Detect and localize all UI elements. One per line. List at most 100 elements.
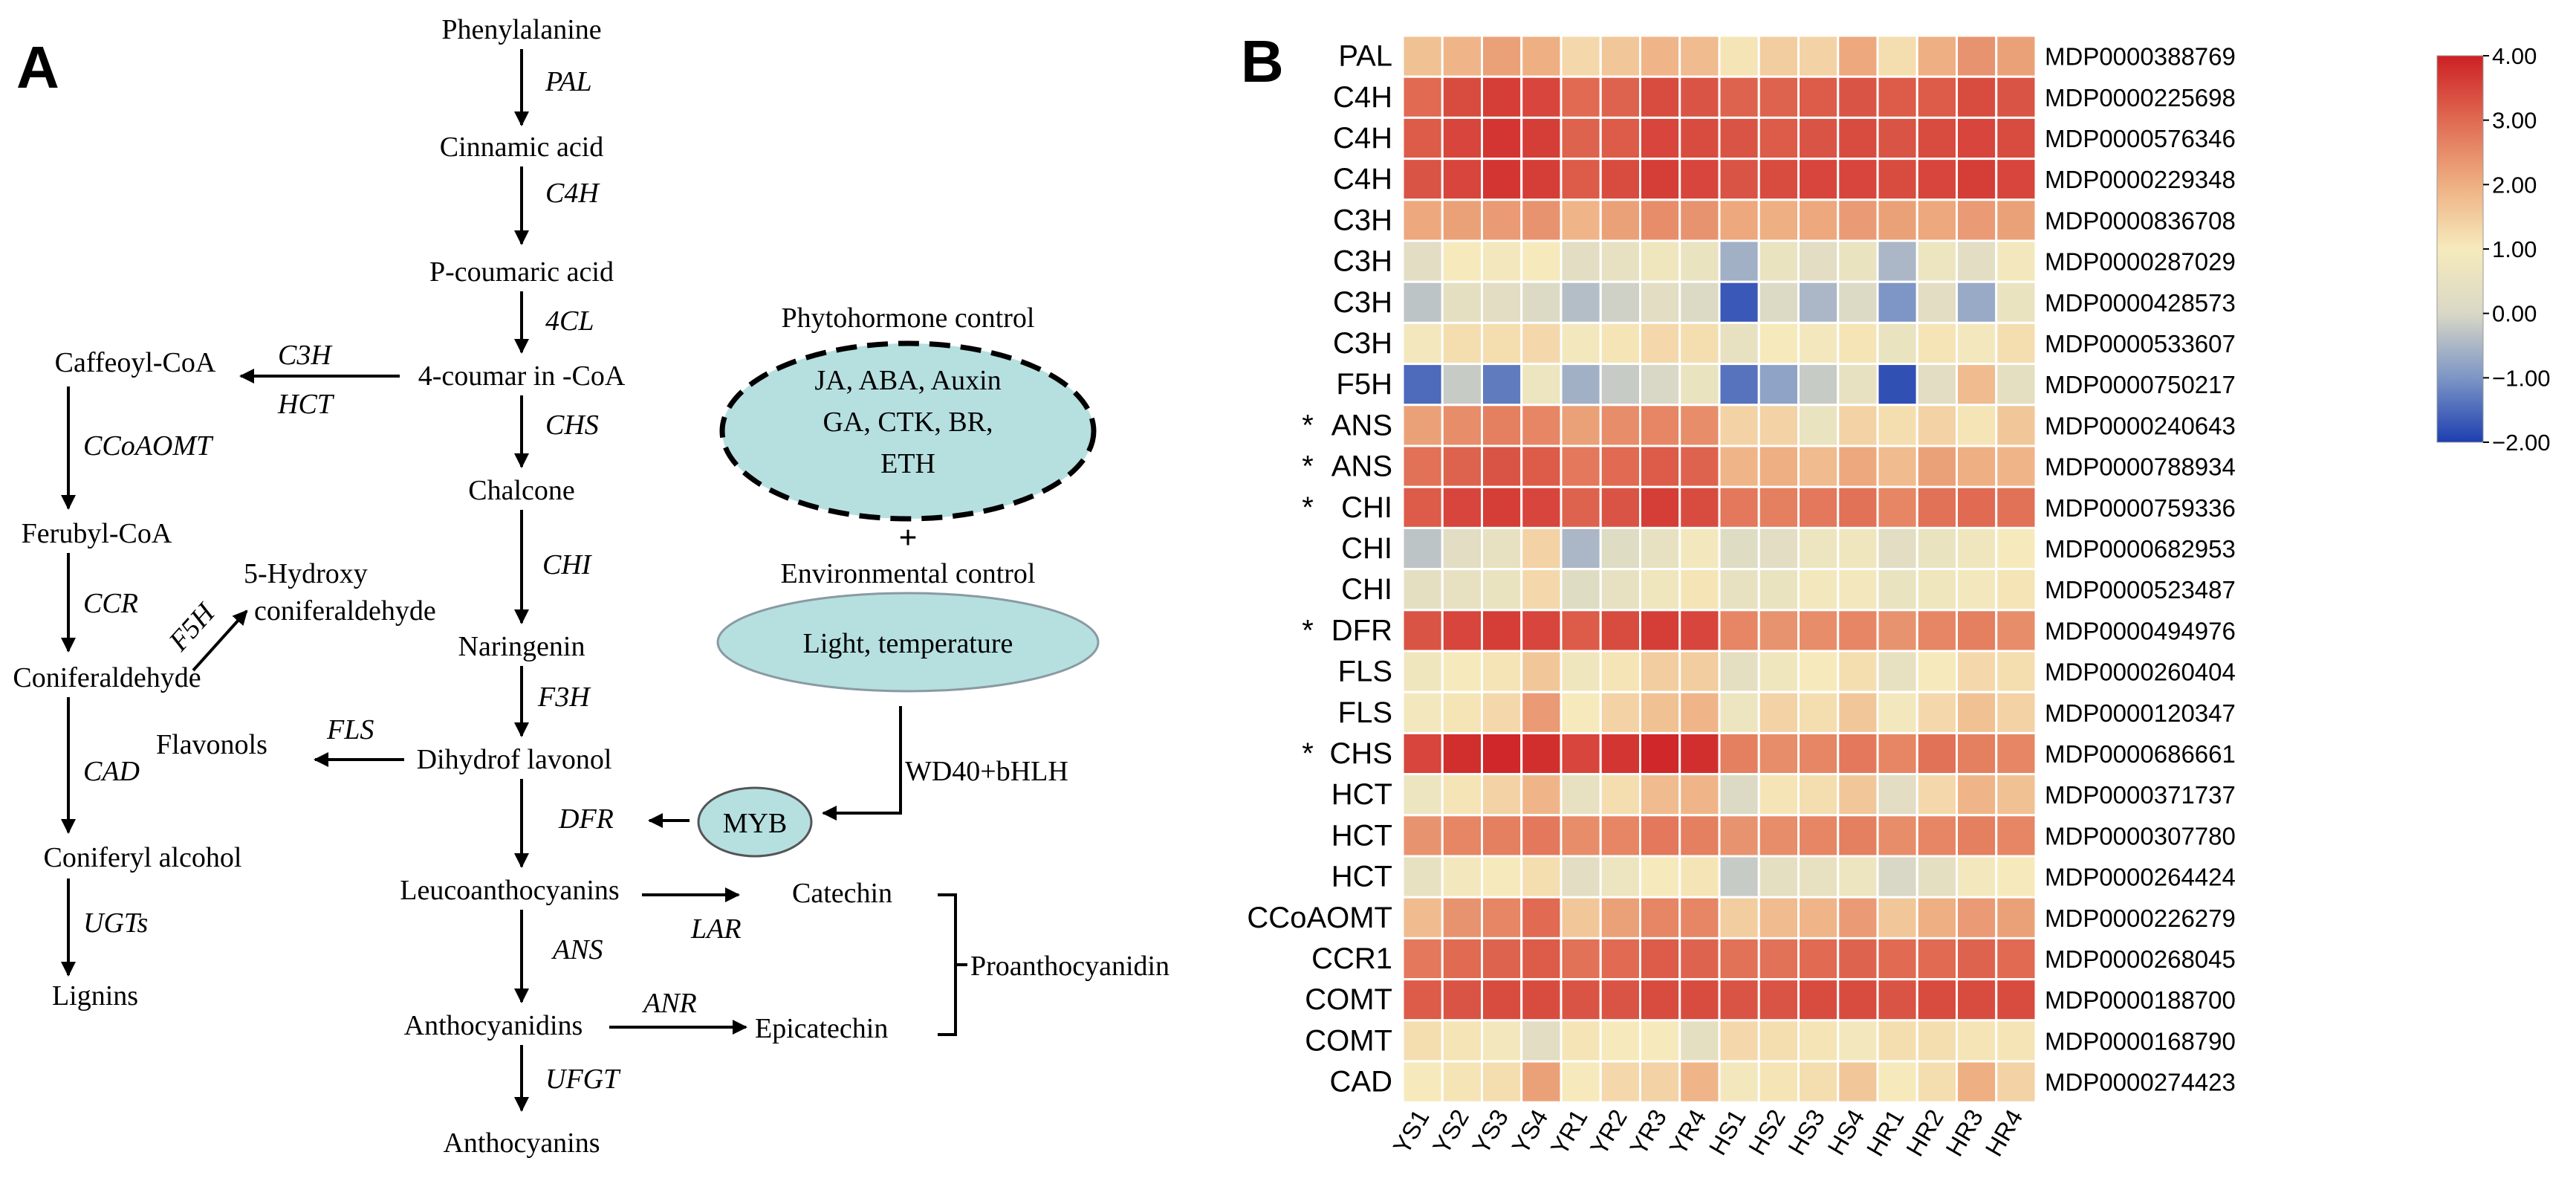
gene-label: ANS	[1331, 409, 1392, 441]
heatmap-cell	[1678, 773, 1721, 817]
arrow-wd40-to-myb	[822, 706, 902, 821]
heatmap-cell	[1520, 239, 1563, 283]
heatmap-cell	[1915, 75, 1958, 119]
heatmap-cell	[1797, 1060, 1840, 1104]
heatmap-cell	[1876, 239, 1918, 283]
heatmap-cell	[1560, 116, 1602, 161]
heatmap-cell	[1678, 485, 1721, 529]
heatmap-cell	[1718, 896, 1760, 939]
heatmap-cell	[1678, 34, 1721, 78]
heatmap-cell	[1639, 896, 1681, 939]
heatmap-cell	[1401, 936, 1444, 981]
heatmap-cell	[1481, 1060, 1523, 1104]
heatmap-cell	[1876, 158, 1918, 201]
heatmap-cell	[1599, 855, 1641, 899]
heatmap-cell	[1481, 404, 1523, 447]
heatmap-cell	[1797, 280, 1840, 324]
flavonols-label: Flavonols	[156, 729, 267, 760]
heatmap-cell	[1915, 936, 1958, 981]
heatmap-cell	[1837, 158, 1879, 201]
heatmap-cell	[1757, 158, 1800, 201]
column-label: YR2	[1585, 1104, 1632, 1159]
significance-star: *	[1302, 450, 1314, 483]
heatmap-cell	[1876, 855, 1918, 899]
heatmap-cell	[1718, 444, 1760, 488]
heatmap-cell	[1678, 978, 1721, 1022]
heatmap-cell	[1915, 609, 1958, 653]
leucoanthocyanins-label: Leucoanthocyanins	[400, 875, 619, 906]
heatmap-cell	[1560, 978, 1602, 1022]
gene-id-label: MDP0000523487	[2045, 576, 2236, 604]
heatmap-cell	[1441, 609, 1483, 653]
heatmap-cell	[1599, 731, 1641, 776]
heatmap-cell	[1639, 731, 1681, 776]
heatmap-cell	[1837, 198, 1879, 242]
heatmap-cell	[1837, 609, 1879, 653]
heatmap-cell	[1915, 158, 1958, 201]
heatmap-cell	[1956, 116, 1998, 161]
heatmap-cell	[1401, 526, 1444, 571]
heatmap-cell	[1441, 568, 1483, 612]
heatmap-cell	[1599, 936, 1641, 981]
gene-id-label: MDP0000120347	[2045, 699, 2236, 727]
heatmap-cell	[1837, 526, 1879, 571]
heatmap-cell	[1401, 1019, 1444, 1063]
heatmap: PAL MDP0000388769 C4H MDP0000225698 C4H MDP00…	[1247, 34, 2236, 1161]
colorbar-tick-label: 3.00	[2492, 108, 2537, 134]
heatmap-cell	[1560, 363, 1602, 407]
heatmap-cell	[1599, 363, 1641, 407]
heatmap-cell	[1678, 690, 1721, 734]
heatmap-cell	[1797, 978, 1840, 1022]
heatmap-cell	[1718, 855, 1760, 899]
gene-label: CHI	[1341, 573, 1392, 606]
enzyme-cad: CAD	[83, 756, 140, 787]
heatmap-cell	[1757, 198, 1800, 242]
heatmap-cell	[1678, 239, 1721, 283]
heatmap-cell	[1678, 280, 1721, 324]
heatmap-cell	[1441, 731, 1483, 776]
heatmap-cell	[1599, 75, 1641, 119]
heatmap-cell	[1837, 814, 1879, 858]
heatmap-cell	[1678, 609, 1721, 653]
environment-text: Light, temperature	[803, 628, 1013, 659]
heatmap-cell	[1995, 321, 2037, 366]
heatmap-cell	[1599, 116, 1641, 161]
heatmap-cell	[1401, 75, 1444, 119]
heatmap-cell	[1956, 239, 1998, 283]
heatmap-cell	[1797, 690, 1840, 734]
heatmap-cell	[1678, 158, 1721, 201]
heatmap-cell	[1401, 731, 1444, 776]
hydroxy-line2: coniferaldehyde	[254, 595, 436, 627]
enzyme-pal: PAL	[545, 66, 592, 97]
gene-id-label: MDP0000388769	[2045, 43, 2236, 71]
enzyme-dfr: DFR	[558, 803, 614, 835]
heatmap-cell	[1837, 1060, 1879, 1104]
heatmap-cell	[1797, 568, 1840, 612]
heatmap-cell	[1995, 978, 2037, 1022]
enzyme-ccr: CCR	[83, 588, 138, 619]
heatmap-cell	[1995, 731, 2037, 776]
heatmap-cell	[1956, 198, 1998, 242]
heatmap-cell	[1956, 1019, 1998, 1063]
heatmap-cell	[1560, 731, 1602, 776]
enzyme-lar: LAR	[690, 913, 742, 945]
heatmap-cell	[1441, 936, 1483, 981]
gene-id-label: MDP0000576346	[2045, 125, 2236, 152]
heatmap-cell	[1481, 444, 1523, 488]
heatmap-cell	[1441, 404, 1483, 447]
column-label: HR4	[1979, 1104, 2028, 1161]
heatmap-cell	[1757, 444, 1800, 488]
heatmap-cell	[1797, 321, 1840, 366]
heatmap-cell	[1757, 978, 1800, 1022]
phytohormone-line3: ETH	[880, 448, 935, 479]
heatmap-cell	[1481, 158, 1523, 201]
heatmap-cell	[1560, 239, 1602, 283]
heatmap-cell	[1441, 158, 1483, 201]
phenylalanine-label: Phenylalanine	[441, 14, 601, 45]
gene-id-label: MDP0000260404	[2045, 659, 2236, 686]
heatmap-cell	[1995, 363, 2037, 407]
heatmap-cell	[1757, 75, 1800, 119]
heatmap-cell	[1599, 1060, 1641, 1104]
heatmap-cell	[1995, 896, 2037, 939]
caffeoyl-coa-label: Caffeoyl-CoA	[55, 347, 216, 378]
